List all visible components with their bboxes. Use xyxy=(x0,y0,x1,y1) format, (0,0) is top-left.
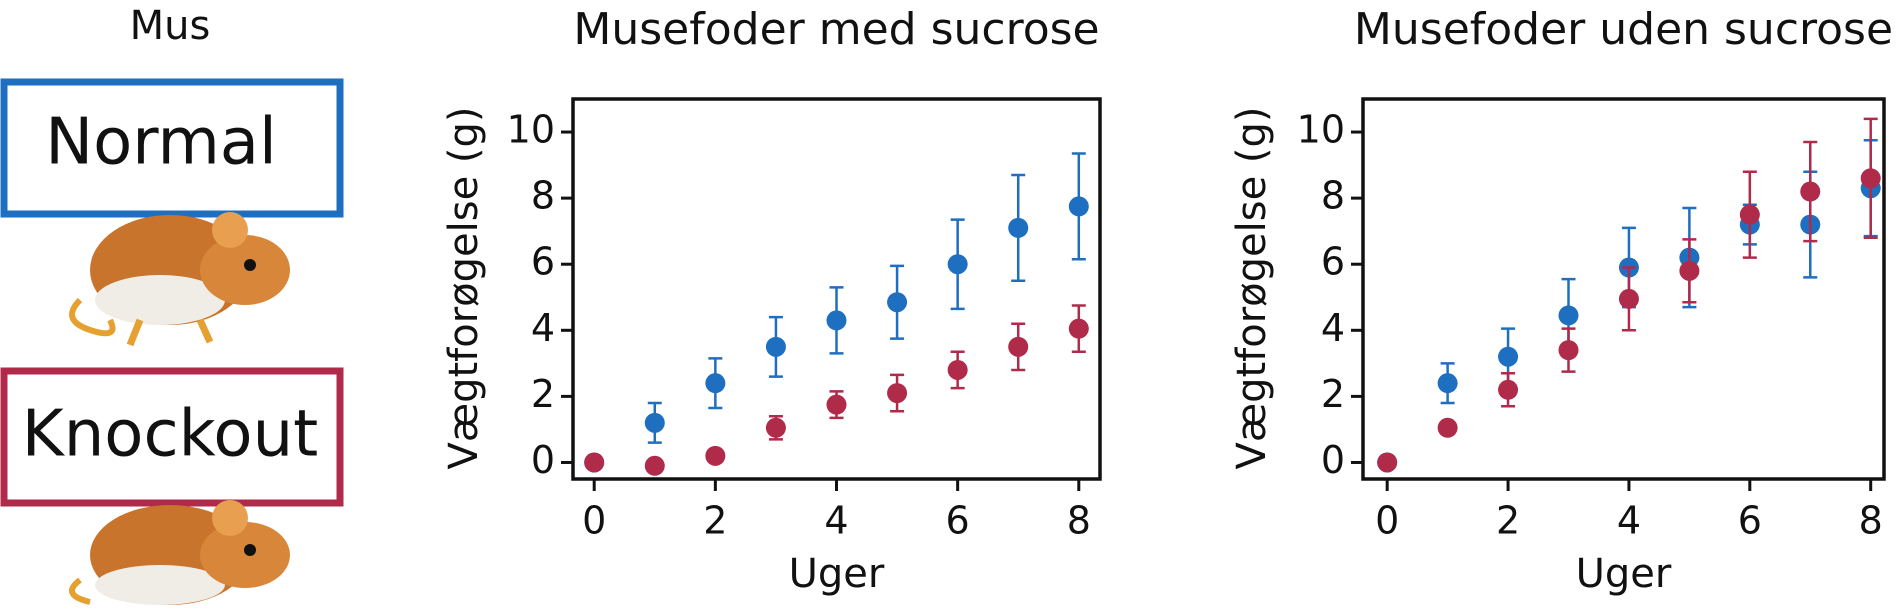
legend-title: Mus xyxy=(130,3,211,49)
data-point xyxy=(1377,452,1398,473)
mouse-icon xyxy=(69,212,290,347)
data-point xyxy=(1437,417,1458,438)
x-tick-label: 6 xyxy=(946,499,970,543)
plot-frame xyxy=(1361,97,1886,481)
data-point xyxy=(1008,217,1029,238)
x-tick-label: 6 xyxy=(1738,499,1762,543)
y-tick-label: 2 xyxy=(531,372,555,416)
y-axis-label: Vægtforøgelse (g) xyxy=(441,106,487,469)
legend-label: Knockout xyxy=(22,398,318,472)
x-tick-label: 2 xyxy=(1496,499,1520,543)
data-point xyxy=(1008,336,1029,357)
legend-box xyxy=(0,78,344,218)
data-point xyxy=(1558,305,1579,326)
x-tick-label: 4 xyxy=(1617,499,1641,543)
x-tick-label: 2 xyxy=(703,499,727,543)
data-point xyxy=(584,452,605,473)
data-point xyxy=(705,373,726,394)
x-tick-label: 8 xyxy=(1067,499,1091,543)
data-point xyxy=(705,445,726,466)
data-point xyxy=(1800,181,1821,202)
legend-label: Normal xyxy=(45,106,277,180)
x-tick-label: 0 xyxy=(582,499,606,543)
chart-title: Musefoder med sucrose xyxy=(573,4,1099,55)
data-point xyxy=(1558,340,1579,361)
legend-box xyxy=(0,367,344,507)
data-point xyxy=(1498,379,1519,400)
data-point xyxy=(947,359,968,380)
data-point xyxy=(826,310,847,331)
x-tick-label: 0 xyxy=(1375,499,1399,543)
y-tick-label: 10 xyxy=(507,108,555,152)
x-tick-label: 4 xyxy=(824,499,848,543)
data-point xyxy=(947,254,968,275)
data-point xyxy=(644,455,665,476)
data-point xyxy=(1618,288,1639,309)
y-tick-label: 8 xyxy=(1321,174,1345,218)
data-point xyxy=(765,417,786,438)
y-tick-label: 8 xyxy=(531,174,555,218)
data-point xyxy=(1068,196,1089,217)
data-point xyxy=(1437,373,1458,394)
data-point xyxy=(765,336,786,357)
data-point xyxy=(1860,168,1881,189)
data-point xyxy=(887,292,908,313)
mouse-icon xyxy=(69,500,290,605)
y-tick-label: 6 xyxy=(1321,240,1345,284)
y-axis-label: Vægtforøgelse (g) xyxy=(1229,106,1275,469)
data-point xyxy=(1498,346,1519,367)
x-axis-label: Uger xyxy=(789,551,885,597)
data-point xyxy=(1679,260,1700,281)
y-tick-label: 4 xyxy=(531,306,555,350)
chart-title: Musefoder uden sucrose xyxy=(1354,4,1893,55)
data-point xyxy=(1739,204,1760,225)
y-tick-label: 0 xyxy=(531,438,555,482)
data-point xyxy=(1068,318,1089,339)
data-point xyxy=(826,394,847,415)
y-tick-label: 6 xyxy=(531,240,555,284)
y-tick-label: 10 xyxy=(1297,108,1345,152)
x-tick-label: 8 xyxy=(1859,499,1883,543)
data-point xyxy=(644,412,665,433)
data-point xyxy=(887,383,908,404)
y-tick-label: 4 xyxy=(1321,306,1345,350)
y-tick-label: 2 xyxy=(1321,372,1345,416)
y-tick-label: 0 xyxy=(1321,438,1345,482)
x-axis-label: Uger xyxy=(1576,551,1672,597)
